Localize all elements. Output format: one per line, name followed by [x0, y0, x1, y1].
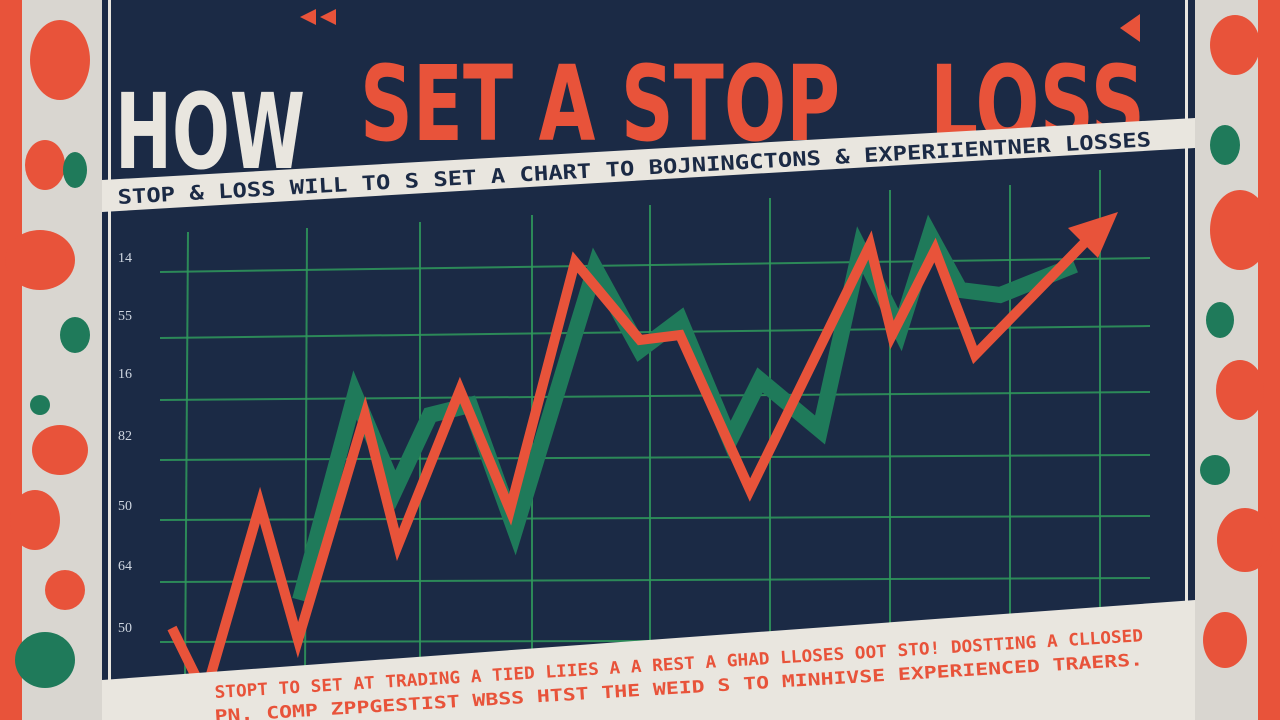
footer-band — [102, 600, 1195, 720]
red-line — [167, 228, 1099, 709]
red-arrowhead — [1068, 212, 1118, 258]
axis-label: 14 — [118, 251, 132, 266]
axis-labels: 14 55 16 82 50 64 50 — [118, 251, 132, 636]
axis-label: 50 — [118, 499, 132, 514]
subtitle-band — [102, 118, 1195, 212]
axis-label: 50 — [118, 621, 132, 636]
axis-label: 16 — [118, 367, 132, 382]
panel-edge — [108, 0, 111, 720]
axis-label: 55 — [118, 309, 132, 324]
axis-label: 82 — [118, 429, 132, 444]
axis-label: 64 — [118, 559, 132, 574]
panel-edge — [1185, 0, 1188, 720]
